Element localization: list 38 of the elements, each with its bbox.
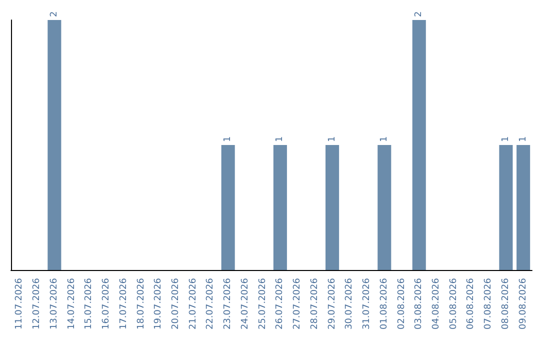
data-label: 1: [518, 136, 528, 142]
x-tick-label: 25.07.2026: [258, 278, 268, 330]
x-tick-label: 27.07.2026: [292, 278, 303, 330]
x-tick-label: 02.08.2026: [396, 278, 407, 330]
x-tick-label: 19.07.2026: [154, 278, 164, 330]
data-label: 2: [49, 11, 60, 17]
x-tick-label: 30.07.2026: [344, 278, 355, 330]
x-tick-label: 16.07.2026: [102, 278, 112, 330]
x-tick-label: 04.08.2026: [431, 278, 442, 330]
x-tick-label: 26.07.2026: [275, 278, 286, 330]
data-label: 1: [500, 136, 511, 142]
x-tick-label: 28.07.2026: [310, 278, 320, 330]
data-label: 2: [414, 11, 424, 17]
x-tick-label: 29.07.2026: [327, 278, 338, 330]
x-tick-label: 14.07.2026: [66, 278, 77, 330]
x-tick-label: 12.07.2026: [32, 278, 42, 330]
data-label: 1: [223, 136, 234, 142]
x-tick-label: 13.07.2026: [49, 278, 60, 330]
x-tick-label: 07.08.2026: [484, 278, 494, 330]
x-tick-label: 08.08.2026: [500, 278, 511, 330]
x-tick-label: 24.07.2026: [240, 278, 250, 330]
x-tick-label: 23.07.2026: [223, 278, 234, 330]
x-tick-label: 21.07.2026: [188, 278, 198, 330]
data-label: 1: [379, 136, 390, 142]
x-tick-label: 03.08.2026: [414, 278, 424, 330]
x-tick-label: 09.08.2026: [518, 278, 528, 330]
x-tick-label: 20.07.2026: [170, 278, 181, 330]
x-tick-label: 06.08.2026: [466, 278, 476, 330]
x-tick-label: 18.07.2026: [136, 278, 146, 330]
x-tick-label: 22.07.2026: [206, 278, 216, 330]
data-label: 1: [327, 136, 338, 142]
x-tick-label: 15.07.2026: [84, 278, 94, 330]
x-tick-label: 01.08.2026: [379, 278, 390, 330]
x-tick-label: 11.07.2026: [14, 278, 25, 330]
data-label: 1: [275, 136, 286, 142]
x-tick-label: 17.07.2026: [118, 278, 129, 330]
x-tick-label: 05.08.2026: [448, 278, 459, 330]
x-tick-label: 31.07.2026: [362, 278, 372, 330]
